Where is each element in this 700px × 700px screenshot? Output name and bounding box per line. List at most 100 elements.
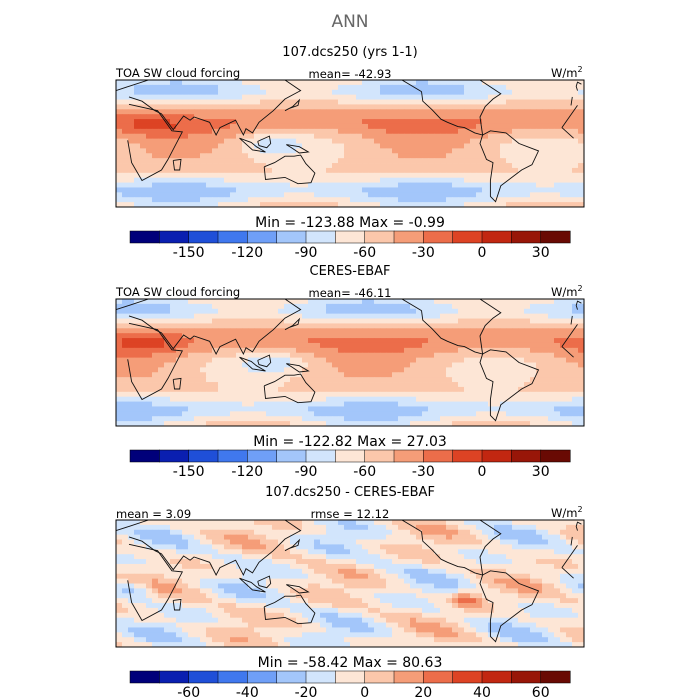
panel-2-left-label: TOA SW cloud forcing: [115, 285, 240, 299]
colorbar-swatch: [393, 449, 424, 463]
colorbar-swatch: [247, 449, 278, 463]
panel-1-title: 107.dcs250 (yrs 1-1): [282, 45, 417, 60]
colorbar-swatch: [305, 230, 336, 244]
colorbar-swatch: [481, 449, 512, 463]
panel-1: 107.dcs250 (yrs 1-1) TOA SW cloud forcin…: [115, 45, 585, 261]
coastlines: [116, 520, 582, 643]
field-cells: [116, 299, 584, 426]
colorbar-swatch: [305, 670, 336, 684]
panel-2-center-label: mean= -46.11: [309, 286, 392, 300]
colorbar-swatch: [540, 670, 571, 684]
colorbar-swatch: [452, 449, 483, 463]
colorbar-swatch: [423, 230, 454, 244]
panel-2-units: W/m2: [551, 284, 583, 299]
colorbar-swatch: [276, 230, 307, 244]
colorbar-tick-label: 40: [473, 685, 491, 700]
coastlines: [116, 299, 582, 422]
colorbar-tick-label: 30: [532, 464, 550, 480]
colorbar-swatch: [217, 670, 248, 684]
colorbar-swatch: [159, 230, 190, 244]
colorbar-swatch: [452, 670, 483, 684]
colorbar-swatch: [511, 449, 542, 463]
colorbar-swatch: [540, 449, 571, 463]
colorbar-tick-label: -60: [353, 464, 376, 480]
colorbar-tick-label: -120: [231, 245, 263, 261]
panel-1-map: [115, 79, 585, 208]
map-frame: [115, 298, 585, 427]
colorbar-swatch: [159, 449, 190, 463]
colorbar-swatch: [159, 670, 190, 684]
colorbar-swatch: [129, 449, 160, 463]
colorbar-swatch: [481, 670, 512, 684]
panel-3-map: [115, 519, 585, 648]
panel-3-stats: Min = -58.42 Max = 80.63: [258, 655, 443, 671]
panel-1-left-label: TOA SW cloud forcing: [115, 66, 240, 80]
panel-1-center-label: mean= -42.93: [309, 67, 392, 81]
colorbar-swatch: [217, 449, 248, 463]
colorbar-swatch: [393, 230, 424, 244]
colorbar-swatch: [364, 449, 395, 463]
panel-3: 107.dcs250 - CERES-EBAF mean = 3.09 rmse…: [115, 485, 585, 700]
colorbar-swatch: [276, 449, 307, 463]
field-cells: [116, 80, 584, 207]
colorbar-swatch: [423, 670, 454, 684]
map-frame: [115, 519, 585, 648]
colorbar-swatch: [247, 670, 278, 684]
panel-3-units: W/m2: [551, 505, 583, 520]
colorbar-swatch: [335, 449, 366, 463]
panel-2-stats: Min = -122.82 Max = 27.03: [253, 434, 447, 450]
colorbar-swatch: [540, 230, 571, 244]
panel-3-title: 107.dcs250 - CERES-EBAF: [265, 485, 435, 500]
colorbar-swatch: [335, 670, 366, 684]
panel-2-colorbar: -150 -120 -90 -60 -30 0 30: [129, 449, 571, 480]
colorbar-tick-label: -30: [412, 245, 435, 261]
panel-3-left-label: mean = 3.09: [116, 507, 191, 521]
colorbar-swatch: [247, 230, 278, 244]
colorbar-swatch: [511, 670, 542, 684]
panel-3-colorbar: -60 -40 -20 0 20 40 60: [129, 670, 571, 700]
colorbar-tick-label: 60: [532, 685, 550, 700]
colorbar-swatch: [188, 670, 219, 684]
colorbar-tick-label: -40: [236, 685, 259, 700]
colorbar-tick-label: 20: [414, 685, 432, 700]
page-title: ANN: [331, 12, 368, 32]
panel-1-stats: Min = -123.88 Max = -0.99: [255, 215, 445, 231]
colorbar-tick-label: 0: [478, 464, 487, 480]
colorbar-tick-label: -30: [412, 464, 435, 480]
colorbar-swatch: [364, 230, 395, 244]
colorbar-swatch: [452, 230, 483, 244]
panel-3-center-label: rmse = 12.12: [311, 507, 390, 521]
colorbar-tick-label: -150: [173, 245, 205, 261]
colorbar-tick-label: -20: [295, 685, 318, 700]
panel-1-units: W/m2: [551, 65, 583, 80]
colorbar-swatch: [364, 670, 395, 684]
field-cells: [116, 520, 584, 647]
colorbar-swatch: [217, 230, 248, 244]
colorbar-swatch: [129, 670, 160, 684]
colorbar-tick-label: 0: [478, 245, 487, 261]
colorbar-tick-label: -60: [177, 685, 200, 700]
colorbar-swatch: [129, 230, 160, 244]
colorbar-tick-label: -150: [173, 464, 205, 480]
colorbar-swatch: [188, 449, 219, 463]
colorbar-swatch: [423, 449, 454, 463]
coastlines: [116, 80, 582, 203]
panel-1-colorbar: -150 -120 -90 -60 -30 0 30: [129, 230, 571, 261]
map-frame: [115, 79, 585, 208]
colorbar-swatch: [335, 230, 366, 244]
colorbar-tick-label: -120: [231, 464, 263, 480]
panel-2-title: CERES-EBAF: [310, 264, 391, 279]
colorbar-swatch: [481, 230, 512, 244]
colorbar-tick-label: 0: [360, 685, 369, 700]
colorbar-swatch: [305, 449, 336, 463]
colorbar-tick-label: -60: [353, 245, 376, 261]
colorbar-swatch: [188, 230, 219, 244]
colorbar-swatch: [511, 230, 542, 244]
colorbar-swatch: [393, 670, 424, 684]
colorbar-tick-label: -90: [295, 464, 318, 480]
panel-2-map: [115, 298, 585, 427]
colorbar-tick-label: 30: [532, 245, 550, 261]
panel-2: CERES-EBAF TOA SW cloud forcing mean= -4…: [115, 264, 585, 480]
colorbar-tick-label: -90: [295, 245, 318, 261]
